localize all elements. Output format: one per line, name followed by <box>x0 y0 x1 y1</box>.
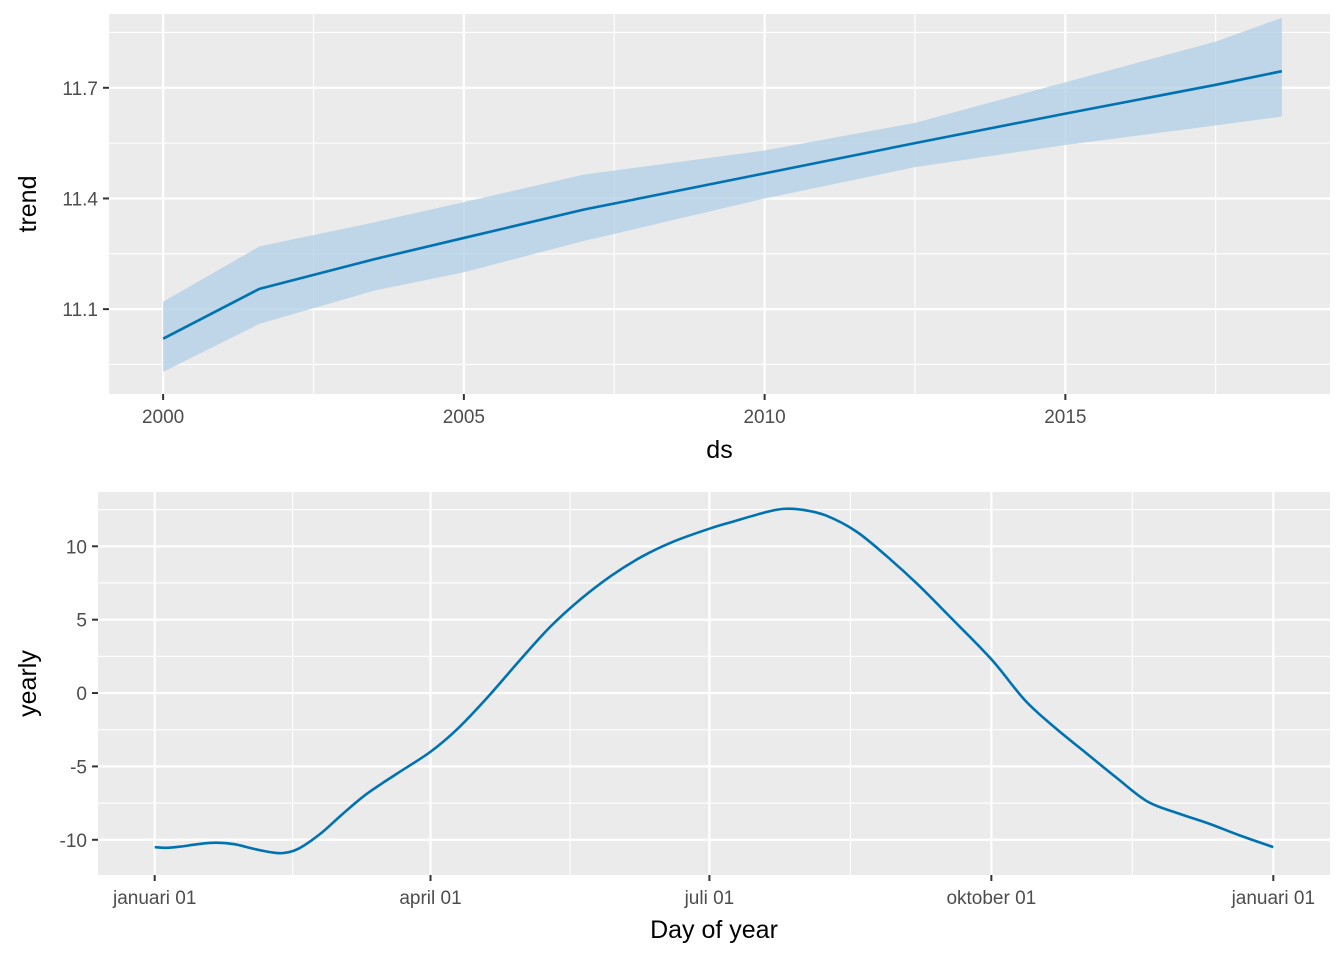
trend-uncertainty-band <box>163 17 1282 372</box>
trend-y-tick-label: 11.4 <box>62 189 98 210</box>
yearly-ticks: januari 01 april 01 juli 01 oktober 01 janua… <box>60 537 1315 909</box>
trend-x-axis-title: ds <box>706 436 732 464</box>
trend-panel: 2000 2005 2010 2015 11.1 11.4 11.7 ds trend <box>14 14 1330 464</box>
yearly-x-tick-label: juli 01 <box>684 888 735 909</box>
yearly-y-tick-label: 5 <box>76 611 87 632</box>
trend-line <box>162 69 1283 340</box>
trend-y-tick-label: 11.1 <box>62 300 98 321</box>
yearly-x-tick-label: april 01 <box>399 888 461 909</box>
trend-x-tick-label: 2005 <box>443 407 485 428</box>
yearly-x-tick-label: januari 01 <box>112 888 196 909</box>
trend-y-axis-title: trend <box>14 176 42 233</box>
trend-y-tick-label: 11.7 <box>62 79 98 100</box>
yearly-y-tick-label: -10 <box>60 831 87 852</box>
yearly-line <box>154 507 1274 855</box>
yearly-y-tick-label: 0 <box>76 684 87 705</box>
trend-x-tick-label: 2010 <box>743 407 785 428</box>
yearly-x-tick-label: oktober 01 <box>946 888 1036 909</box>
yearly-y-axis-title: yearly <box>14 650 42 717</box>
yearly-panel: januari 01 april 01 juli 01 oktober 01 janua… <box>14 492 1330 944</box>
yearly-y-tick-label: -5 <box>70 757 87 778</box>
yearly-gridlines <box>98 492 1330 875</box>
yearly-x-tick-label: januari 01 <box>1231 888 1315 909</box>
yearly-y-tick-label: 10 <box>66 537 87 558</box>
trend-ticks: 2000 2005 2010 2015 11.1 11.4 11.7 <box>62 79 1086 428</box>
yearly-panel-background <box>98 492 1330 875</box>
yearly-x-axis-title: Day of year <box>650 916 778 944</box>
trend-x-tick-label: 2000 <box>142 407 184 428</box>
trend-x-tick-label: 2015 <box>1044 407 1086 428</box>
